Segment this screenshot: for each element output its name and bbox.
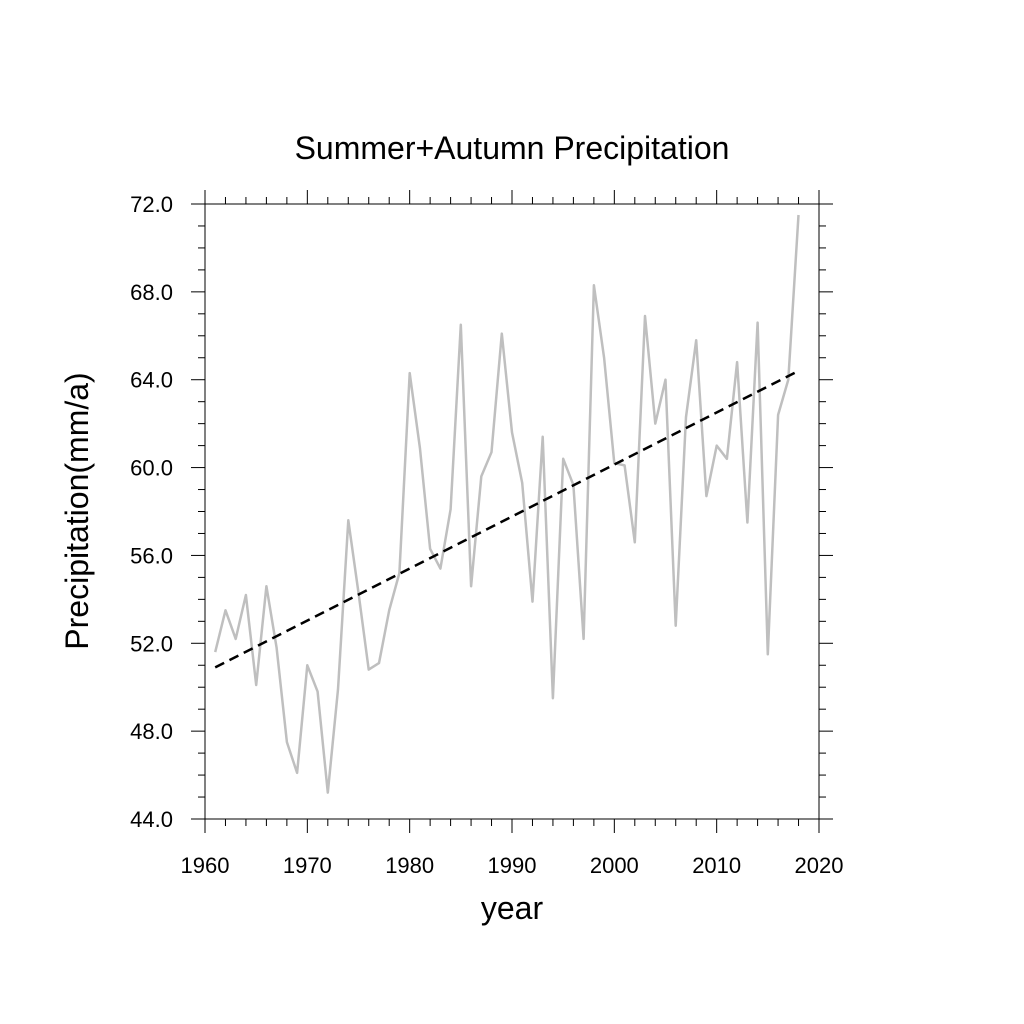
y-axis-title: Precipitation(mm/a) bbox=[59, 372, 95, 649]
major-ticks bbox=[191, 190, 833, 833]
trend-line bbox=[214, 369, 800, 669]
x-tick-label: 1970 bbox=[283, 853, 332, 878]
y-tick-label: 48.0 bbox=[130, 719, 173, 744]
y-tick-labels: 44.0 48.0 52.0 56.0 60.0 64.0 68.0 72.0 bbox=[130, 192, 173, 832]
chart-title: Summer+Autumn Precipitation bbox=[295, 130, 730, 166]
y-tick-label: 72.0 bbox=[130, 192, 173, 217]
y-tick-label: 56.0 bbox=[130, 543, 173, 568]
series-layer bbox=[213, 214, 800, 794]
x-tick-label: 2020 bbox=[795, 853, 844, 878]
y-tick-label: 44.0 bbox=[130, 807, 173, 832]
y-tick-label: 60.0 bbox=[130, 456, 173, 481]
plot-frame bbox=[204, 203, 820, 820]
x-tick-label: 1960 bbox=[181, 853, 230, 878]
y-tick-label: 64.0 bbox=[130, 368, 173, 393]
y-tick-label: 52.0 bbox=[130, 631, 173, 656]
x-tick-label: 2010 bbox=[692, 853, 741, 878]
x-axis-title: year bbox=[481, 890, 544, 926]
x-tick-label: 1990 bbox=[488, 853, 537, 878]
y-tick-label: 68.0 bbox=[130, 280, 173, 305]
minor-ticks bbox=[198, 197, 826, 826]
x-tick-label: 1980 bbox=[385, 853, 434, 878]
x-tick-label: 2000 bbox=[590, 853, 639, 878]
x-tick-labels: 1960 1970 1980 1990 2000 2010 2020 bbox=[181, 853, 844, 878]
precipitation-series-line bbox=[213, 214, 800, 794]
